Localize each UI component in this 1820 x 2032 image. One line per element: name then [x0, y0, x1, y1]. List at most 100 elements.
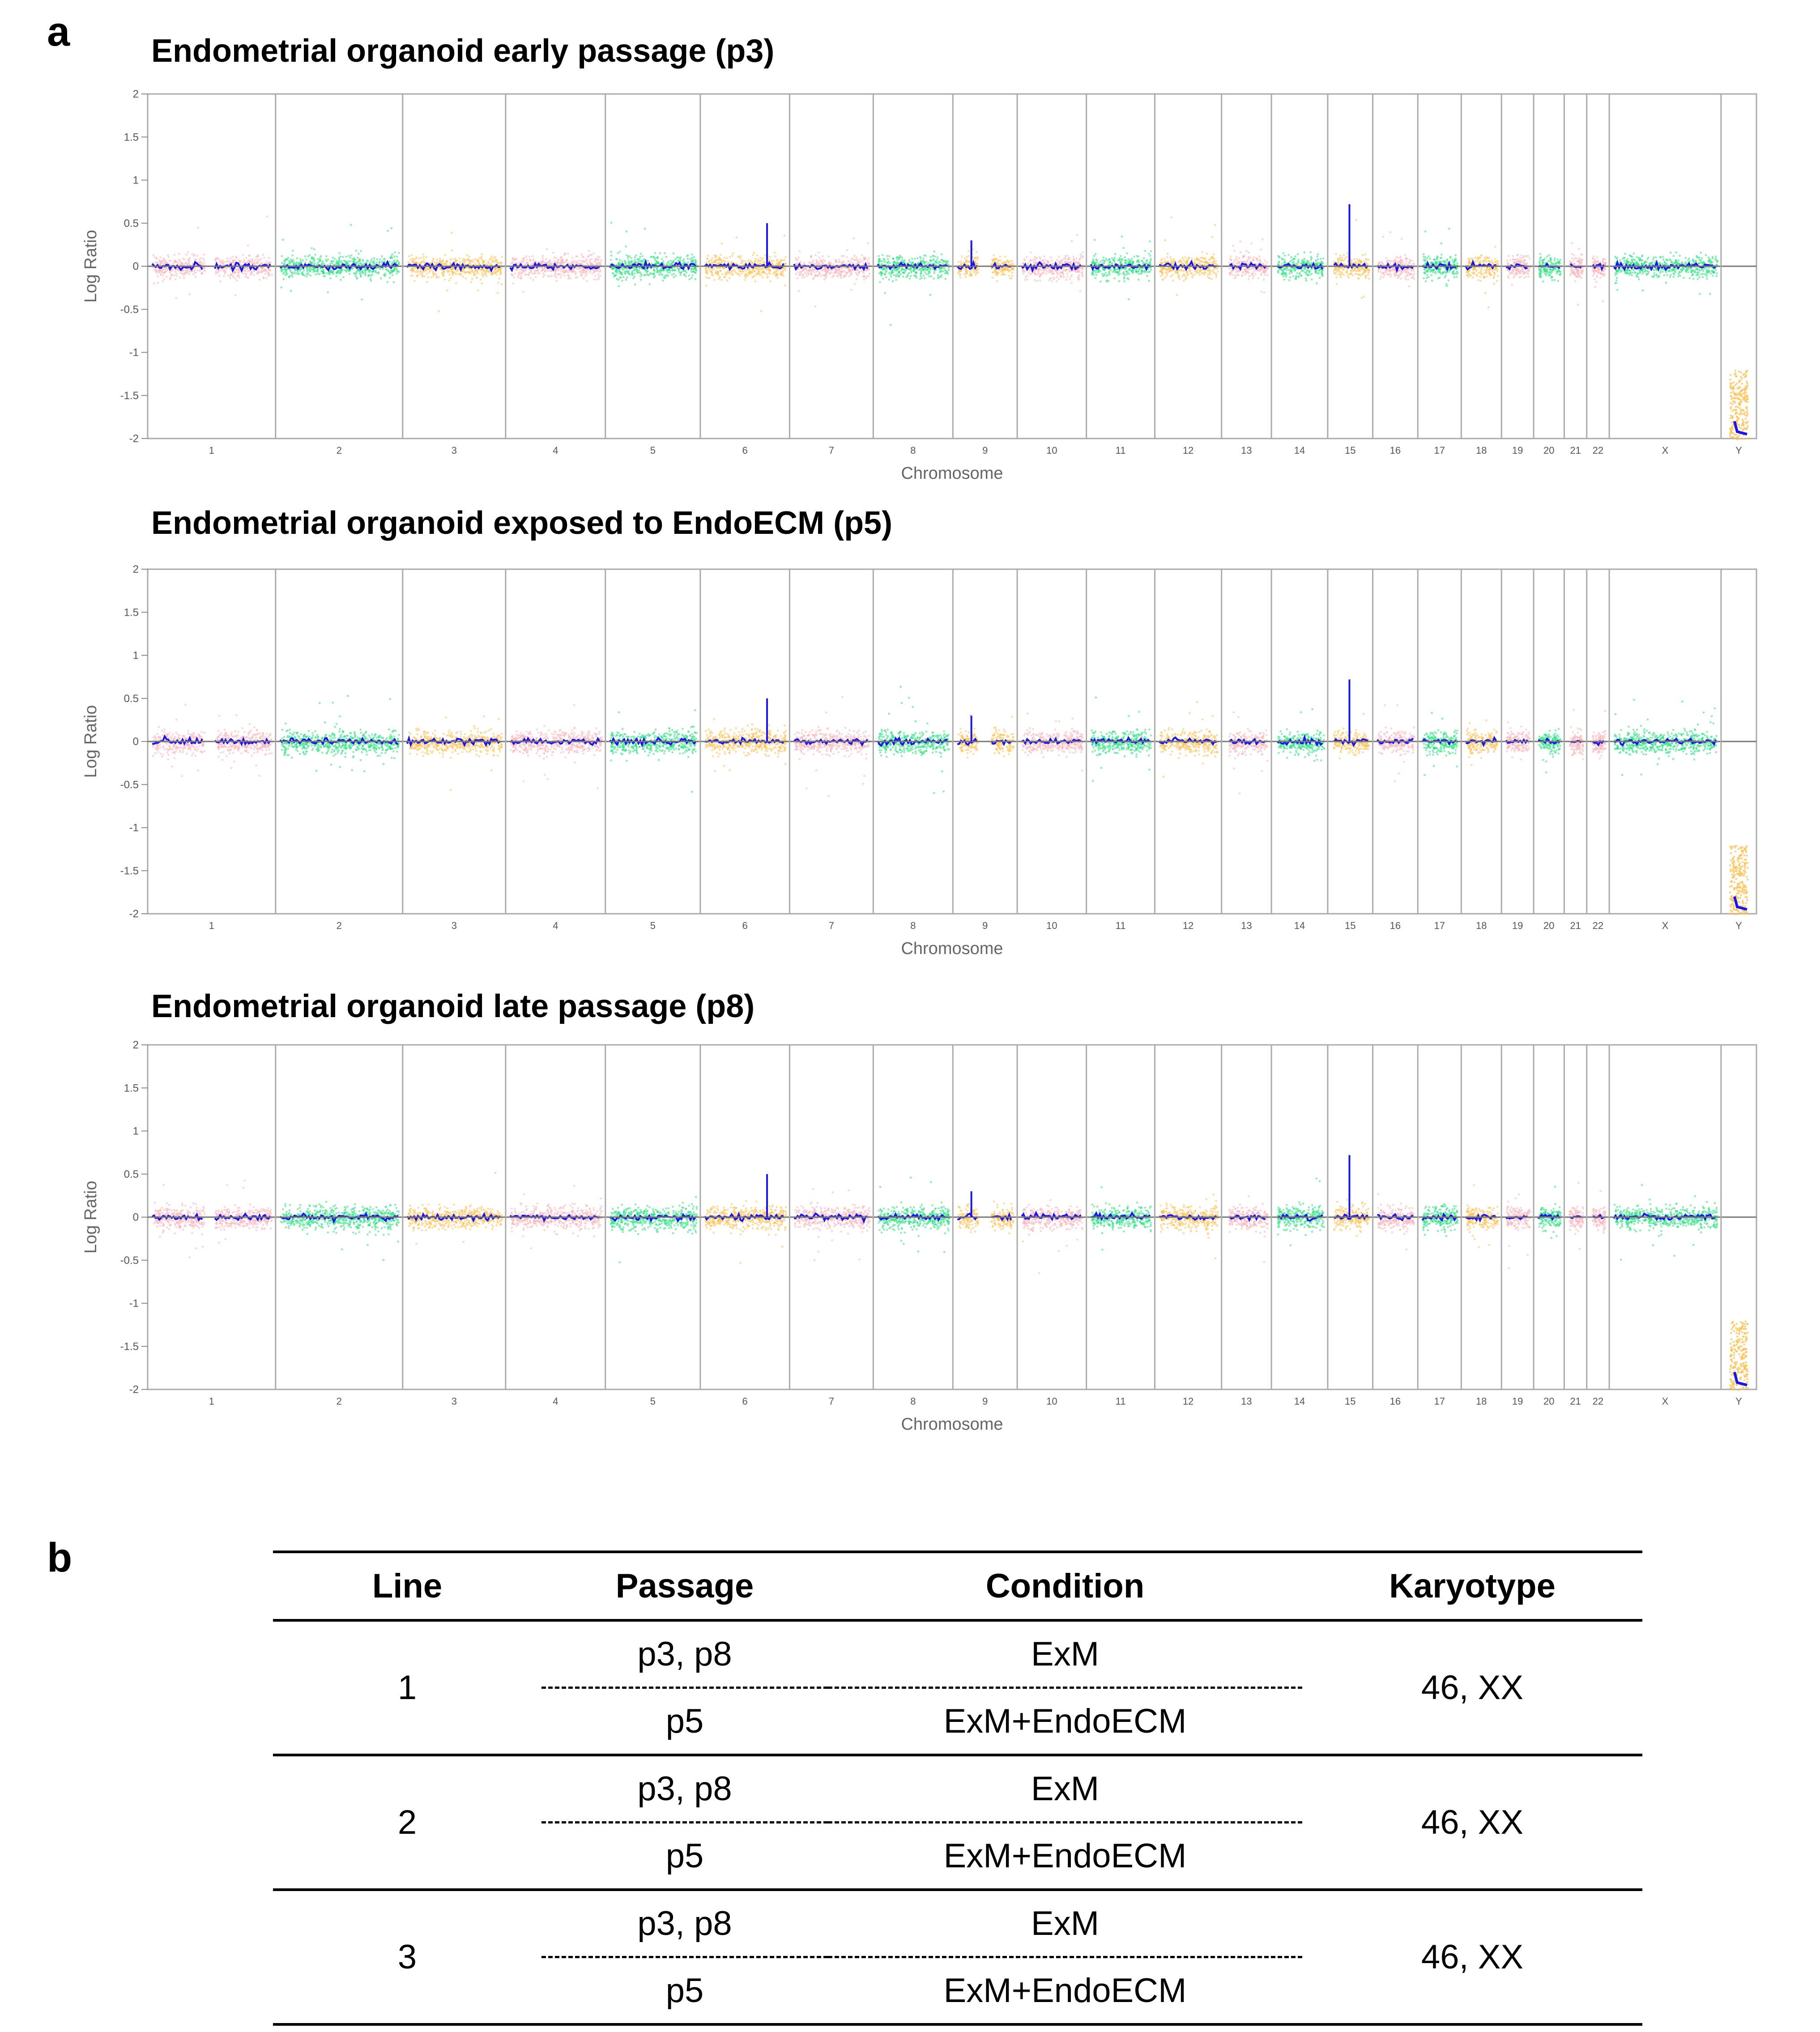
chromosome-label: 4 — [553, 1396, 558, 1407]
header-passage: Passage — [541, 1551, 828, 1622]
y-tick-label: 1 — [133, 650, 139, 662]
chromosome-label: 15 — [1345, 1396, 1355, 1407]
chromosome-label: 15 — [1345, 445, 1355, 456]
chromosome-label: Y — [1735, 1396, 1742, 1407]
segment-lines — [152, 734, 1748, 911]
y-tick-label: 0 — [133, 736, 139, 748]
chromosome-label: 13 — [1241, 920, 1252, 931]
chromosome-label: 13 — [1241, 445, 1252, 456]
chromosome-label: 19 — [1512, 445, 1523, 456]
x-axis-title: Chromosome — [901, 939, 1003, 958]
chromosome-label: 1 — [209, 1396, 214, 1407]
chromosome-label: 22 — [1593, 1396, 1603, 1407]
header-condition: Condition — [828, 1551, 1302, 1622]
panel-b-label: b — [47, 1537, 72, 1578]
chromosome-label: 3 — [452, 920, 457, 931]
y-tick-label: 1.5 — [124, 606, 139, 618]
karyotype-table: Line Passage Condition Karyotype 1 p3, p… — [273, 1551, 1642, 2026]
chromosome-label: 17 — [1434, 445, 1445, 456]
chromosome-label: 20 — [1543, 920, 1554, 931]
chromosome-label: 13 — [1241, 1396, 1252, 1407]
chromosome-label: 3 — [452, 445, 457, 456]
chromosome-label: 17 — [1434, 1396, 1445, 1407]
y-tick-label: -1 — [129, 822, 139, 834]
y-tick-label: 2 — [133, 1039, 139, 1051]
y-tick-label: 0.5 — [124, 693, 139, 705]
y-tick-label: -1 — [129, 1298, 139, 1310]
chromosome-label: 9 — [982, 445, 988, 456]
chromosome-label: 6 — [742, 1396, 748, 1407]
y-tick-label: -1 — [129, 347, 139, 359]
chromosome-label: 10 — [1046, 445, 1057, 456]
y-tick-label: 0 — [133, 1211, 139, 1223]
chromosome-label: 8 — [910, 445, 916, 456]
chromosome-label: 18 — [1476, 920, 1487, 931]
chromosome-label: 17 — [1434, 920, 1445, 931]
chromosome-label: 20 — [1543, 1396, 1554, 1407]
condition-cell: ExM+EndoECM — [828, 1957, 1302, 2026]
chromosome-label: 14 — [1294, 1396, 1305, 1407]
chromosome-label: 9 — [982, 920, 988, 931]
table-row: p5 ExM+EndoECM — [273, 1957, 1642, 2026]
chromosome-label: 10 — [1046, 920, 1057, 931]
segment-lines — [151, 1210, 1748, 1387]
y-tick-label: 1 — [133, 175, 139, 187]
segment-lines — [151, 259, 1748, 436]
condition-cell: ExM+EndoECM — [828, 1687, 1302, 1756]
chromosome-label: 6 — [742, 920, 748, 931]
data-points — [152, 686, 1749, 916]
table-row: p5 ExM+EndoECM — [273, 1687, 1642, 1756]
table-row: p5 ExM+EndoECM — [273, 1822, 1642, 1891]
chromosome-label: 2 — [337, 920, 342, 931]
chromosome-label: 16 — [1390, 920, 1401, 931]
condition-cell: ExM — [828, 1620, 1302, 1689]
karyotype-table-container: Line Passage Condition Karyotype 1 p3, p… — [273, 1551, 1642, 2026]
chromosome-label: 8 — [910, 1396, 916, 1407]
chromosome-label: 8 — [910, 920, 916, 931]
chromosome-label: 19 — [1512, 920, 1523, 931]
chromosome-label: 5 — [650, 920, 656, 931]
chromosome-label: 1 — [209, 445, 214, 456]
y-tick-label: -0.5 — [120, 1254, 139, 1266]
y-tick-label: 1.5 — [124, 131, 139, 143]
y-tick-label: -2 — [129, 908, 139, 920]
y-tick-label: 1.5 — [124, 1082, 139, 1094]
chromosome-label: 11 — [1116, 445, 1126, 456]
header-line: Line — [273, 1551, 541, 1622]
data-points — [152, 215, 1749, 440]
chromosome-label: 18 — [1476, 1396, 1487, 1407]
y-tick-label: -2 — [129, 433, 139, 445]
chromosome-label: 21 — [1570, 445, 1581, 456]
chromosome-label: 12 — [1183, 445, 1193, 456]
karyotype-cell: 46, XX — [1302, 1755, 1642, 1891]
y-axis-title: Log Ratio — [81, 705, 100, 778]
passage-cell: p5 — [541, 1822, 828, 1891]
condition-cell: ExM — [828, 1755, 1302, 1823]
chromosome-label: 5 — [650, 1396, 656, 1407]
y-tick-label: 2 — [133, 88, 139, 100]
chromosome-label: 2 — [337, 445, 342, 456]
chromosome-label: 5 — [650, 445, 656, 456]
table-header-row: Line Passage Condition Karyotype — [273, 1551, 1642, 1622]
chromosome-label: 21 — [1570, 920, 1581, 931]
chromosome-label: 15 — [1345, 920, 1355, 931]
chromosome-label: 18 — [1476, 445, 1487, 456]
chromosome-label: 4 — [553, 445, 558, 456]
chromosome-label: 22 — [1593, 920, 1603, 931]
karyotype-cell: 46, XX — [1302, 1620, 1642, 1756]
chromosome-label: 9 — [982, 1396, 988, 1407]
line-cell: 3 — [273, 1890, 541, 2026]
line-cell: 2 — [273, 1755, 541, 1891]
y-tick-label: -1.5 — [120, 1341, 139, 1353]
chromosome-label: 14 — [1294, 445, 1305, 456]
passage-cell: p5 — [541, 1957, 828, 2026]
table-row: 2 p3, p8 ExM 46, XX — [273, 1755, 1642, 1891]
x-axis-title: Chromosome — [901, 1415, 1003, 1434]
chromosome-label: 16 — [1390, 1396, 1401, 1407]
chromosome-label: 3 — [452, 1396, 457, 1407]
table-row: 1 p3, p8 ExM 46, XX — [273, 1620, 1642, 1756]
y-tick-label: -1.5 — [120, 865, 139, 877]
y-tick-label: -1.5 — [120, 390, 139, 402]
